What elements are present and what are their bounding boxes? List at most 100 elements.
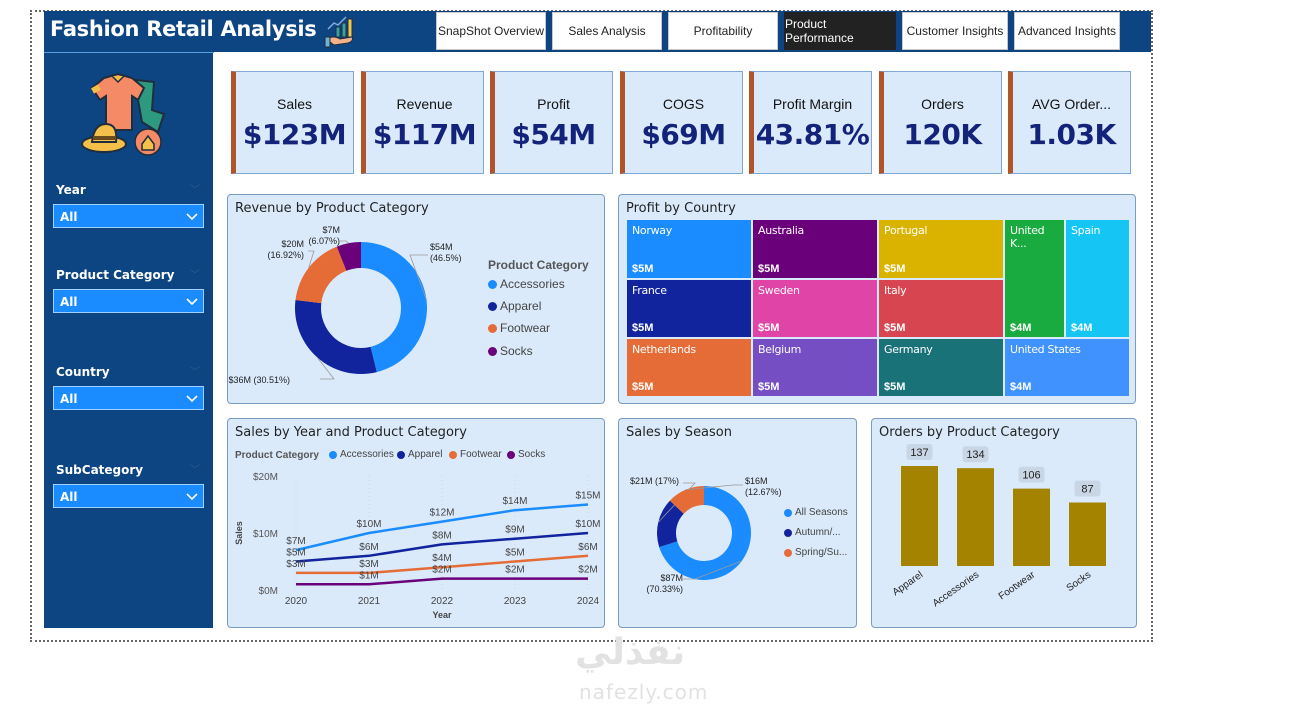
tile-profit-value: $5M [884,381,906,393]
bar-apparel[interactable] [901,466,938,566]
kpi-card-sales: Sales $123M [231,71,354,174]
treemap-tile-australia[interactable]: Australia $5M [753,220,879,280]
treemap-tile-germany[interactable]: Germany $5M [879,339,1005,398]
x-tick-label: Socks [1065,569,1094,594]
legend-item-autumn[interactable]: Autumn/... [784,527,841,538]
data-label: $7M [286,536,305,547]
data-label: $16M (12.67%) [745,476,782,497]
kpi-value: $117M [372,118,477,151]
bar-footwear[interactable] [1013,488,1050,566]
data-label: $5M [286,548,305,559]
product-category-dropdown-value: All [60,295,78,309]
treemap-tile-france[interactable]: France $5M [627,279,753,339]
kpi-label: Revenue [396,96,453,112]
donut-slice-all-seasons[interactable] [659,486,751,580]
tile-profit-value: $5M [632,322,654,334]
x-tick-label: Footwear [997,569,1038,602]
profit-by-country-card: Profit by Country Norway $5M France $5M Neth… [618,194,1136,404]
bar-accessories[interactable] [957,468,994,566]
donut-slice-apparel[interactable] [295,300,377,374]
donut-slice-socks[interactable] [336,242,361,271]
treemap-tile-belgium[interactable]: Belgium $5M [753,339,879,398]
sidebar-top-divider [44,52,214,53]
tab-profitability[interactable]: Profitability [668,12,778,50]
tile-profit-value: $5M [884,322,906,334]
slicer-collapse-icon[interactable]: ﹀ [190,465,200,476]
slicer-collapse-icon[interactable]: ﹀ [190,270,200,281]
treemap-tile-italy[interactable]: Italy $5M [879,279,1005,339]
series-line-accessories[interactable] [295,503,589,552]
leader-line [316,357,335,380]
kpi-card-profit: Profit $54M [490,71,613,174]
tile-profit-value: $4M [1071,322,1093,334]
chevron-down-icon [186,395,198,403]
donut-slice-footwear[interactable] [295,246,347,304]
treemap-tile-spain[interactable]: Spain $4M [1066,220,1131,339]
treemap-tile-united-states[interactable]: United States $4M [1005,339,1131,398]
slicer-collapse-icon[interactable]: ﹀ [190,367,200,378]
profit-treemap: Norway $5M France $5M Netherlands $5M Australi… [627,220,1131,398]
tab-advanced-insights[interactable]: Advanced Insights [1014,12,1120,50]
tile-country-name: Italy [884,283,907,297]
x-tick-label: 2020 [285,596,308,607]
product-category-dropdown[interactable]: All [53,289,204,313]
bar-socks[interactable] [1069,502,1106,566]
donut-slice-autumn-[interactable] [657,500,684,548]
legend-item-socks[interactable]: Socks [488,344,533,358]
legend-dot [488,323,497,333]
legend-item-apparel[interactable]: Apparel [488,299,541,313]
legend-dot [488,301,497,311]
x-tick-label: 2021 [358,596,381,607]
tab-customer-insights[interactable]: Customer Insights [902,12,1008,50]
tile-profit-value: $5M [632,381,654,393]
data-label-background [906,444,933,460]
slicer-collapse-icon[interactable]: ﹀ [190,185,200,196]
legend-item-footwear[interactable]: Footwear [449,449,502,460]
series-line-footwear[interactable] [296,554,589,575]
tile-country-name: United States [1010,343,1081,356]
legend-item-spring[interactable]: Spring/Su... [784,547,847,558]
treemap-tile-netherlands[interactable]: Netherlands $5M [627,339,753,398]
legend-item-apparel[interactable]: Apparel [397,449,442,460]
legend-label: Spring/Su... [795,547,848,558]
chevron-down-icon [186,493,198,501]
kpi-card-profit-margin: Profit Margin 43.81% [749,71,872,174]
data-label: $1M [359,570,378,581]
tile-country-name: Spain [1071,224,1101,237]
legend-item-footwear[interactable]: Footwear [488,321,550,335]
legend-item-socks[interactable]: Socks [507,449,545,460]
legend-label: Socks [518,449,546,460]
slicer-label-product-category: Product Category [56,268,175,282]
legend-item-accessories[interactable]: Accessories [329,449,394,460]
tab-product-performance[interactable]: Product Performance [784,12,896,50]
slicer-label-subcategory: SubCategory [56,463,144,477]
tile-profit-value: $5M [758,322,780,334]
treemap-tile-norway[interactable]: Norway $5M [627,220,753,280]
legend-label: Footwear [460,449,502,460]
legend-dot [784,528,792,537]
tile-country-name: France [632,283,667,297]
treemap-tile-united-k-[interactable]: United K... $4M [1005,220,1066,339]
year-dropdown[interactable]: All [53,204,204,228]
legend-label: Apparel [408,449,443,460]
treemap-tile-sweden[interactable]: Sweden $5M [753,279,879,339]
series-line-socks[interactable] [296,577,588,586]
treemap-tile-portugal[interactable]: Portugal $5M [879,220,1005,280]
watermark-latin: nafezly.com [579,680,709,704]
subcategory-dropdown[interactable]: All [53,484,204,508]
donut-slice-accessories[interactable] [361,242,427,373]
sales-by-season-card: Sales by Season $87M (70.33%) $21M (17%) $1… [618,418,857,628]
legend-item-accessories[interactable]: Accessories [488,277,565,291]
country-dropdown[interactable]: All [53,386,204,410]
tab-sales-analysis[interactable]: Sales Analysis [552,12,662,50]
legend-item-all-seasons[interactable]: All Seasons [784,507,848,518]
data-label: $8M [432,530,451,541]
tile-country-name: Sweden [758,283,800,297]
donut-slice-spring-su-[interactable] [669,486,704,514]
tile-country-name: Portugal [884,224,928,237]
series-line-apparel[interactable] [295,531,589,563]
tab-snapshot-overview[interactable]: SnapShot Overview [436,12,546,50]
watermark-arabic: نفذلي [575,632,686,673]
kpi-value: 43.81% [755,118,870,151]
tile-country-name: Germany [884,343,933,356]
